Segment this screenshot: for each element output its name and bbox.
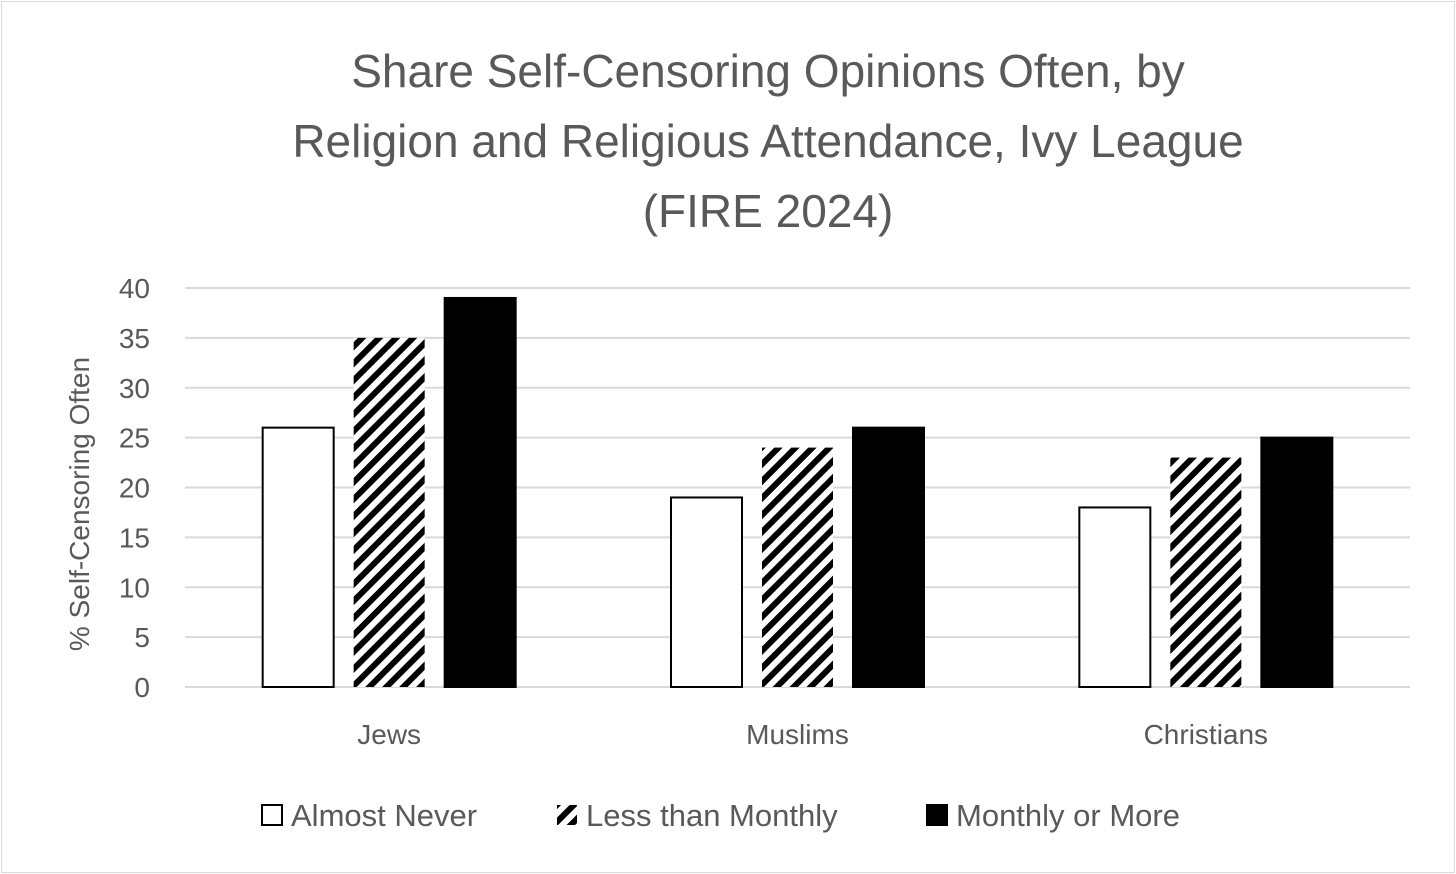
legend-swatch bbox=[557, 805, 577, 825]
bar-diagonal-hatch bbox=[762, 447, 833, 687]
x-tick-labels: Jews Muslims Christians bbox=[357, 719, 1268, 750]
y-tick-label: 40 bbox=[119, 273, 150, 304]
legend: Almost Never Less than Monthly Monthly or … bbox=[261, 798, 1180, 833]
bar-black bbox=[443, 296, 517, 688]
chart-title-line: Share Self-Censoring Opinions Often, by bbox=[351, 45, 1185, 97]
y-tick-label: 30 bbox=[119, 373, 150, 404]
y-tick-label: 15 bbox=[119, 522, 150, 553]
legend-label: Monthly or More bbox=[956, 798, 1180, 833]
legend-label: Almost Never bbox=[291, 798, 477, 833]
y-tick-label: 10 bbox=[119, 572, 150, 603]
y-tick-label: 25 bbox=[119, 423, 150, 454]
y-tick-labels: 0 5 10 15 20 25 30 35 40 bbox=[119, 273, 150, 703]
y-tick-label: 35 bbox=[119, 323, 150, 354]
chart-title-line: Religion and Religious Attendance, Ivy L… bbox=[292, 115, 1243, 167]
y-axis-label: % Self-Censoring Often bbox=[64, 357, 95, 651]
bar-black bbox=[1260, 436, 1334, 688]
bar-diagonal-hatch bbox=[353, 337, 425, 687]
x-tick-label: Jews bbox=[357, 719, 421, 750]
legend-swatch bbox=[261, 804, 283, 826]
bars bbox=[261, 296, 1334, 689]
bar-black bbox=[852, 426, 925, 688]
bar-white bbox=[261, 426, 335, 688]
chart-title: Share Self-Censoring Opinions Often, by … bbox=[292, 45, 1243, 237]
bar-white bbox=[670, 496, 743, 688]
legend-label: Less than Monthly bbox=[586, 798, 838, 833]
bar-white bbox=[1078, 506, 1152, 689]
y-tick-label: 20 bbox=[119, 473, 150, 504]
y-tick-label: 0 bbox=[134, 672, 150, 703]
chart-title-line: (FIRE 2024) bbox=[643, 185, 894, 237]
x-tick-label: Muslims bbox=[746, 719, 849, 750]
x-tick-label: Christians bbox=[1144, 719, 1268, 750]
legend-swatch bbox=[926, 804, 948, 826]
y-tick-label: 5 bbox=[134, 622, 150, 653]
bar-diagonal-hatch bbox=[1170, 457, 1242, 687]
